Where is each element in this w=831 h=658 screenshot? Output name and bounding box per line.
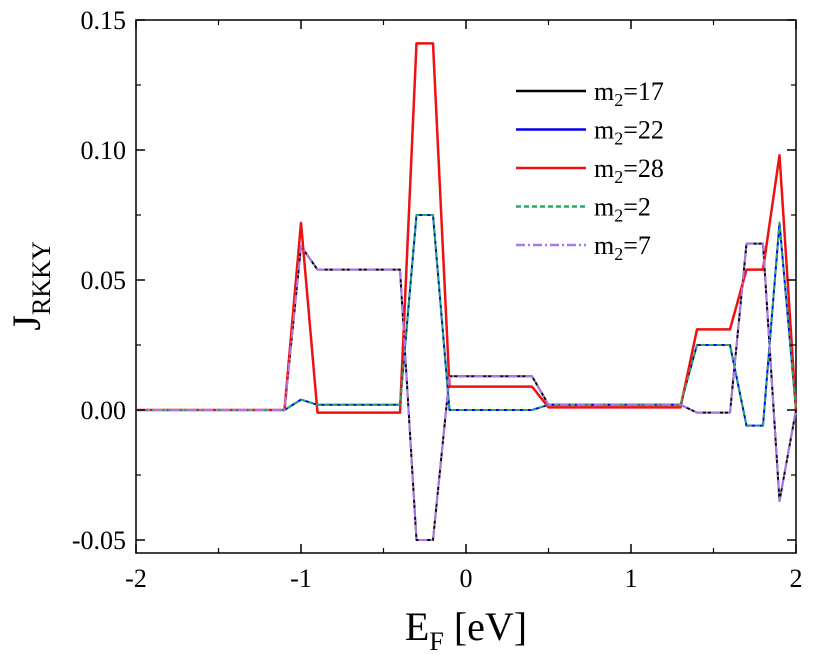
legend-label-m2-7: m2=7 [594,231,651,264]
y-tick-label: 0.00 [81,396,127,425]
legend-label-m2-28: m2=28 [594,154,664,187]
y-tick-label: -0.05 [72,526,126,555]
y-axis-label: J [4,315,49,331]
series-layer [136,42,798,541]
x-tick-label: 2 [790,564,803,593]
x-tick-label: 0 [460,564,473,593]
series-line-m2-7 [136,242,797,541]
x-axis-title: EF [eV] [405,604,527,656]
x-axis-label: E [405,604,429,649]
legend-label-m2-22: m2=22 [594,116,664,149]
x-tick-label: -2 [125,564,147,593]
svg-text:JRKKY: JRKKY [4,241,56,330]
y-tick-label: 0.05 [81,266,127,295]
series-line-m2-22 [136,214,797,427]
y-tick-label: 0.10 [81,136,127,165]
plot-area: -2 -1 0 1 2 -0.05 0.00 0.05 0.10 0.15 [72,6,803,593]
series-line-m2-17 [136,242,797,541]
y-tick-label: 0.15 [81,6,127,35]
x-tick-label: -1 [290,564,312,593]
plot-frame [135,19,797,554]
y-axis-title: JRKKY [4,241,56,330]
legend-label-m2-17: m2=17 [594,77,664,110]
legend-label-m2-2: m2=2 [594,193,651,226]
legend: m2=17 m2=22 m2=28 m2=2 m2=7 [516,77,664,264]
x-axis-label-subscript: F [429,627,443,656]
y-axis-label-subscript: RKKY [27,241,56,315]
ticks-layer [135,19,797,553]
x-axis-label-unit: [eV] [444,604,527,649]
x-tick-label: 1 [625,564,638,593]
series-line-m2-28 [136,42,798,414]
tick-labels-layer: -2 -1 0 1 2 -0.05 0.00 0.05 0.10 0.15 [72,6,803,593]
series-line-m2-2 [136,214,797,427]
svg-text:EF [eV]: EF [eV] [405,604,527,656]
